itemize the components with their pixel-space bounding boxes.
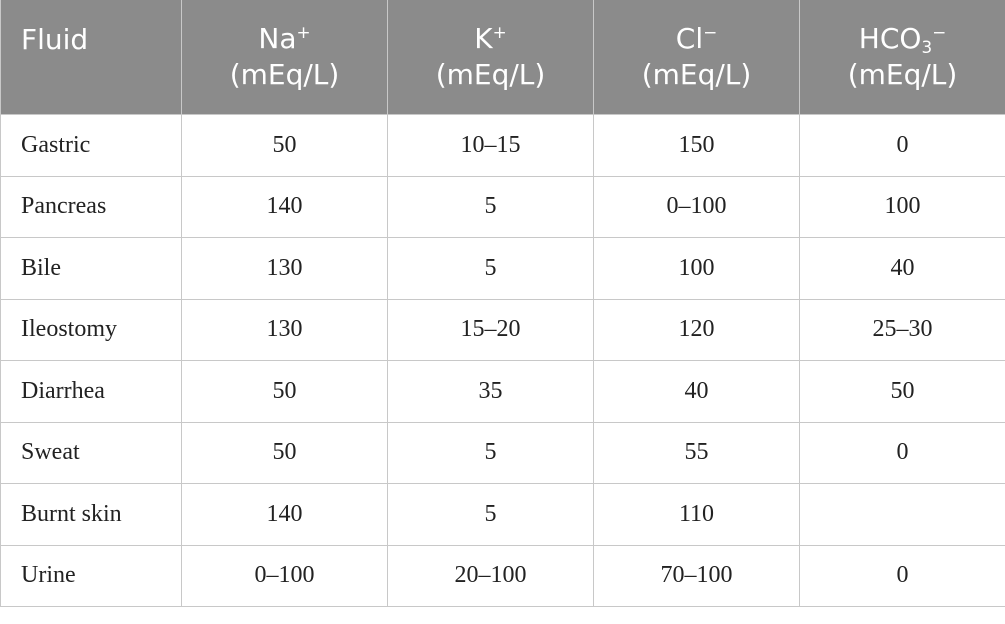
table-row: Pancreas 140 5 0–100 100 — [0, 175, 1005, 238]
table-row: Sweat 50 5 55 0 — [0, 421, 1005, 484]
table-row: Gastric 50 10–15 150 0 — [0, 114, 1005, 177]
header-row: Fluid Na+ (mEq/L) K+ (mEq/L) Cl− (mEq/L) HCO3−(… — [0, 0, 1005, 115]
header-label: K+ — [388, 21, 593, 57]
table-row: Diarrhea 50 35 40 50 — [0, 360, 1005, 423]
value-cell: 50 — [799, 360, 1005, 423]
header-subscript: 3 — [921, 37, 933, 58]
value-cell: 50 — [181, 421, 388, 484]
value-cell: 15–20 — [387, 298, 594, 361]
value-cell: 110 — [593, 483, 800, 546]
value-cell: 40 — [799, 237, 1005, 300]
fluid-name: Urine — [0, 544, 182, 607]
header-cell: Na+ (mEq/L) — [181, 0, 388, 115]
value-cell: 130 — [181, 237, 388, 300]
value-cell: 55 — [593, 421, 800, 484]
value-cell: 0 — [799, 114, 1005, 177]
value-cell: 50 — [181, 114, 388, 177]
header-cell: Cl− (mEq/L) — [593, 0, 800, 115]
value-cell: 140 — [181, 175, 388, 238]
header-unit: (mEq/L) — [847, 58, 958, 91]
fluid-name: Diarrhea — [0, 360, 182, 423]
value-cell: 5 — [387, 421, 594, 484]
header-base: K — [474, 22, 493, 55]
header-superscript: + — [296, 21, 311, 42]
value-cell: 0 — [799, 421, 1005, 484]
value-cell: 5 — [387, 175, 594, 238]
header-label: Cl− — [594, 21, 799, 57]
header-cell: K+ (mEq/L) — [387, 0, 594, 115]
table-row: Bile 130 5 100 40 — [0, 237, 1005, 300]
header-unit: (mEq/L) — [435, 58, 546, 91]
header-label: HCO3− — [800, 21, 1005, 57]
value-cell: 5 — [387, 483, 594, 546]
fluid-name: Ileostomy — [0, 298, 182, 361]
header-superscript: − — [703, 21, 718, 42]
header-base: Fluid — [21, 23, 89, 56]
fluid-name: Sweat — [0, 421, 182, 484]
header-unit: (mEq/L) — [641, 58, 752, 91]
value-cell: 100 — [593, 237, 800, 300]
header-label: Fluid — [21, 22, 181, 58]
table-row: Ileostomy 130 15–20 120 25–30 — [0, 298, 1005, 361]
fluid-name: Gastric — [0, 114, 182, 177]
table-row: Urine 0–100 20–100 70–100 0 — [0, 544, 1005, 607]
table-row: Burnt skin 140 5 110 — [0, 483, 1005, 546]
value-cell: 20–100 — [387, 544, 594, 607]
header-base: Cl — [675, 22, 704, 55]
value-cell: 25–30 — [799, 298, 1005, 361]
value-cell: 130 — [181, 298, 388, 361]
value-cell: 120 — [593, 298, 800, 361]
table-body: Gastric 50 10–15 150 0 Pancreas 140 5 0–100 100 Bi… — [0, 114, 1005, 607]
header-base: HCO — [858, 22, 922, 55]
fluid-name: Pancreas — [0, 175, 182, 238]
fluid-name: Bile — [0, 237, 182, 300]
value-cell: 70–100 — [593, 544, 800, 607]
value-cell: 0–100 — [593, 175, 800, 238]
value-cell: 0–100 — [181, 544, 388, 607]
electrolyte-table: Fluid Na+ (mEq/L) K+ (mEq/L) Cl− (mEq/L) HCO3−(… — [0, 0, 1005, 607]
header-base: Na — [258, 22, 297, 55]
header-cell: HCO3− (mEq/L) — [799, 0, 1005, 115]
header-superscript: − — [932, 21, 947, 42]
header-label: Na+ — [182, 21, 387, 57]
header-cell: Fluid — [0, 0, 182, 115]
value-cell: 10–15 — [387, 114, 594, 177]
header-superscript: + — [492, 21, 507, 42]
value-cell: 140 — [181, 483, 388, 546]
value-cell: 5 — [387, 237, 594, 300]
value-cell: 150 — [593, 114, 800, 177]
fluid-name: Burnt skin — [0, 483, 182, 546]
value-cell: 35 — [387, 360, 594, 423]
empty-cell — [799, 483, 1005, 546]
value-cell: 40 — [593, 360, 800, 423]
value-cell: 50 — [181, 360, 388, 423]
header-unit: (mEq/L) — [229, 58, 340, 91]
value-cell: 100 — [799, 175, 1005, 238]
value-cell: 0 — [799, 544, 1005, 607]
